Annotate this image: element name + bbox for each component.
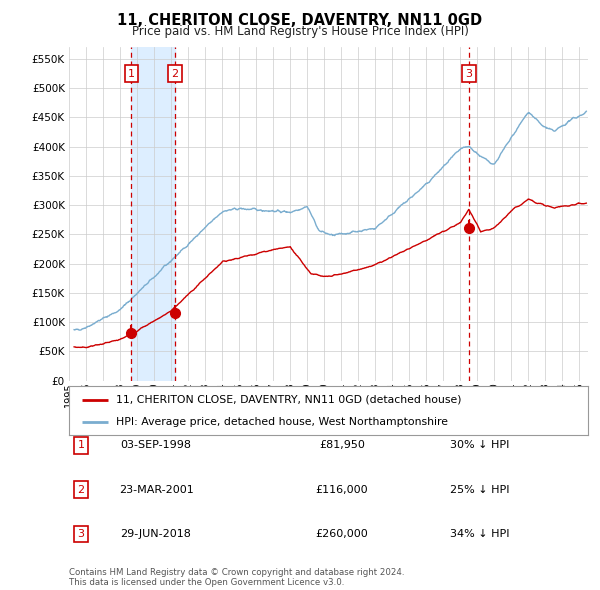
- Text: 30% ↓ HPI: 30% ↓ HPI: [451, 441, 509, 450]
- Text: 23-MAR-2001: 23-MAR-2001: [119, 485, 193, 494]
- Text: £260,000: £260,000: [316, 529, 368, 539]
- Text: 34% ↓ HPI: 34% ↓ HPI: [450, 529, 510, 539]
- Text: 2: 2: [77, 485, 85, 494]
- Bar: [131, 47, 175, 381]
- Text: £116,000: £116,000: [316, 485, 368, 494]
- Text: 3: 3: [465, 68, 472, 78]
- Text: Price paid vs. HM Land Registry's House Price Index (HPI): Price paid vs. HM Land Registry's House …: [131, 25, 469, 38]
- Text: Contains HM Land Registry data © Crown copyright and database right 2024.: Contains HM Land Registry data © Crown c…: [69, 568, 404, 576]
- Text: 11, CHERITON CLOSE, DAVENTRY, NN11 0GD: 11, CHERITON CLOSE, DAVENTRY, NN11 0GD: [118, 13, 482, 28]
- Text: 11, CHERITON CLOSE, DAVENTRY, NN11 0GD (detached house): 11, CHERITON CLOSE, DAVENTRY, NN11 0GD (…: [116, 395, 461, 405]
- Text: 2: 2: [172, 68, 179, 78]
- Text: £81,950: £81,950: [319, 441, 365, 450]
- Text: 03-SEP-1998: 03-SEP-1998: [121, 441, 191, 450]
- Text: 1: 1: [77, 441, 85, 450]
- Text: HPI: Average price, detached house, West Northamptonshire: HPI: Average price, detached house, West…: [116, 417, 448, 427]
- Text: 25% ↓ HPI: 25% ↓ HPI: [450, 485, 510, 494]
- Text: This data is licensed under the Open Government Licence v3.0.: This data is licensed under the Open Gov…: [69, 578, 344, 587]
- Text: 29-JUN-2018: 29-JUN-2018: [121, 529, 191, 539]
- Text: 1: 1: [128, 68, 135, 78]
- Text: 3: 3: [77, 529, 85, 539]
